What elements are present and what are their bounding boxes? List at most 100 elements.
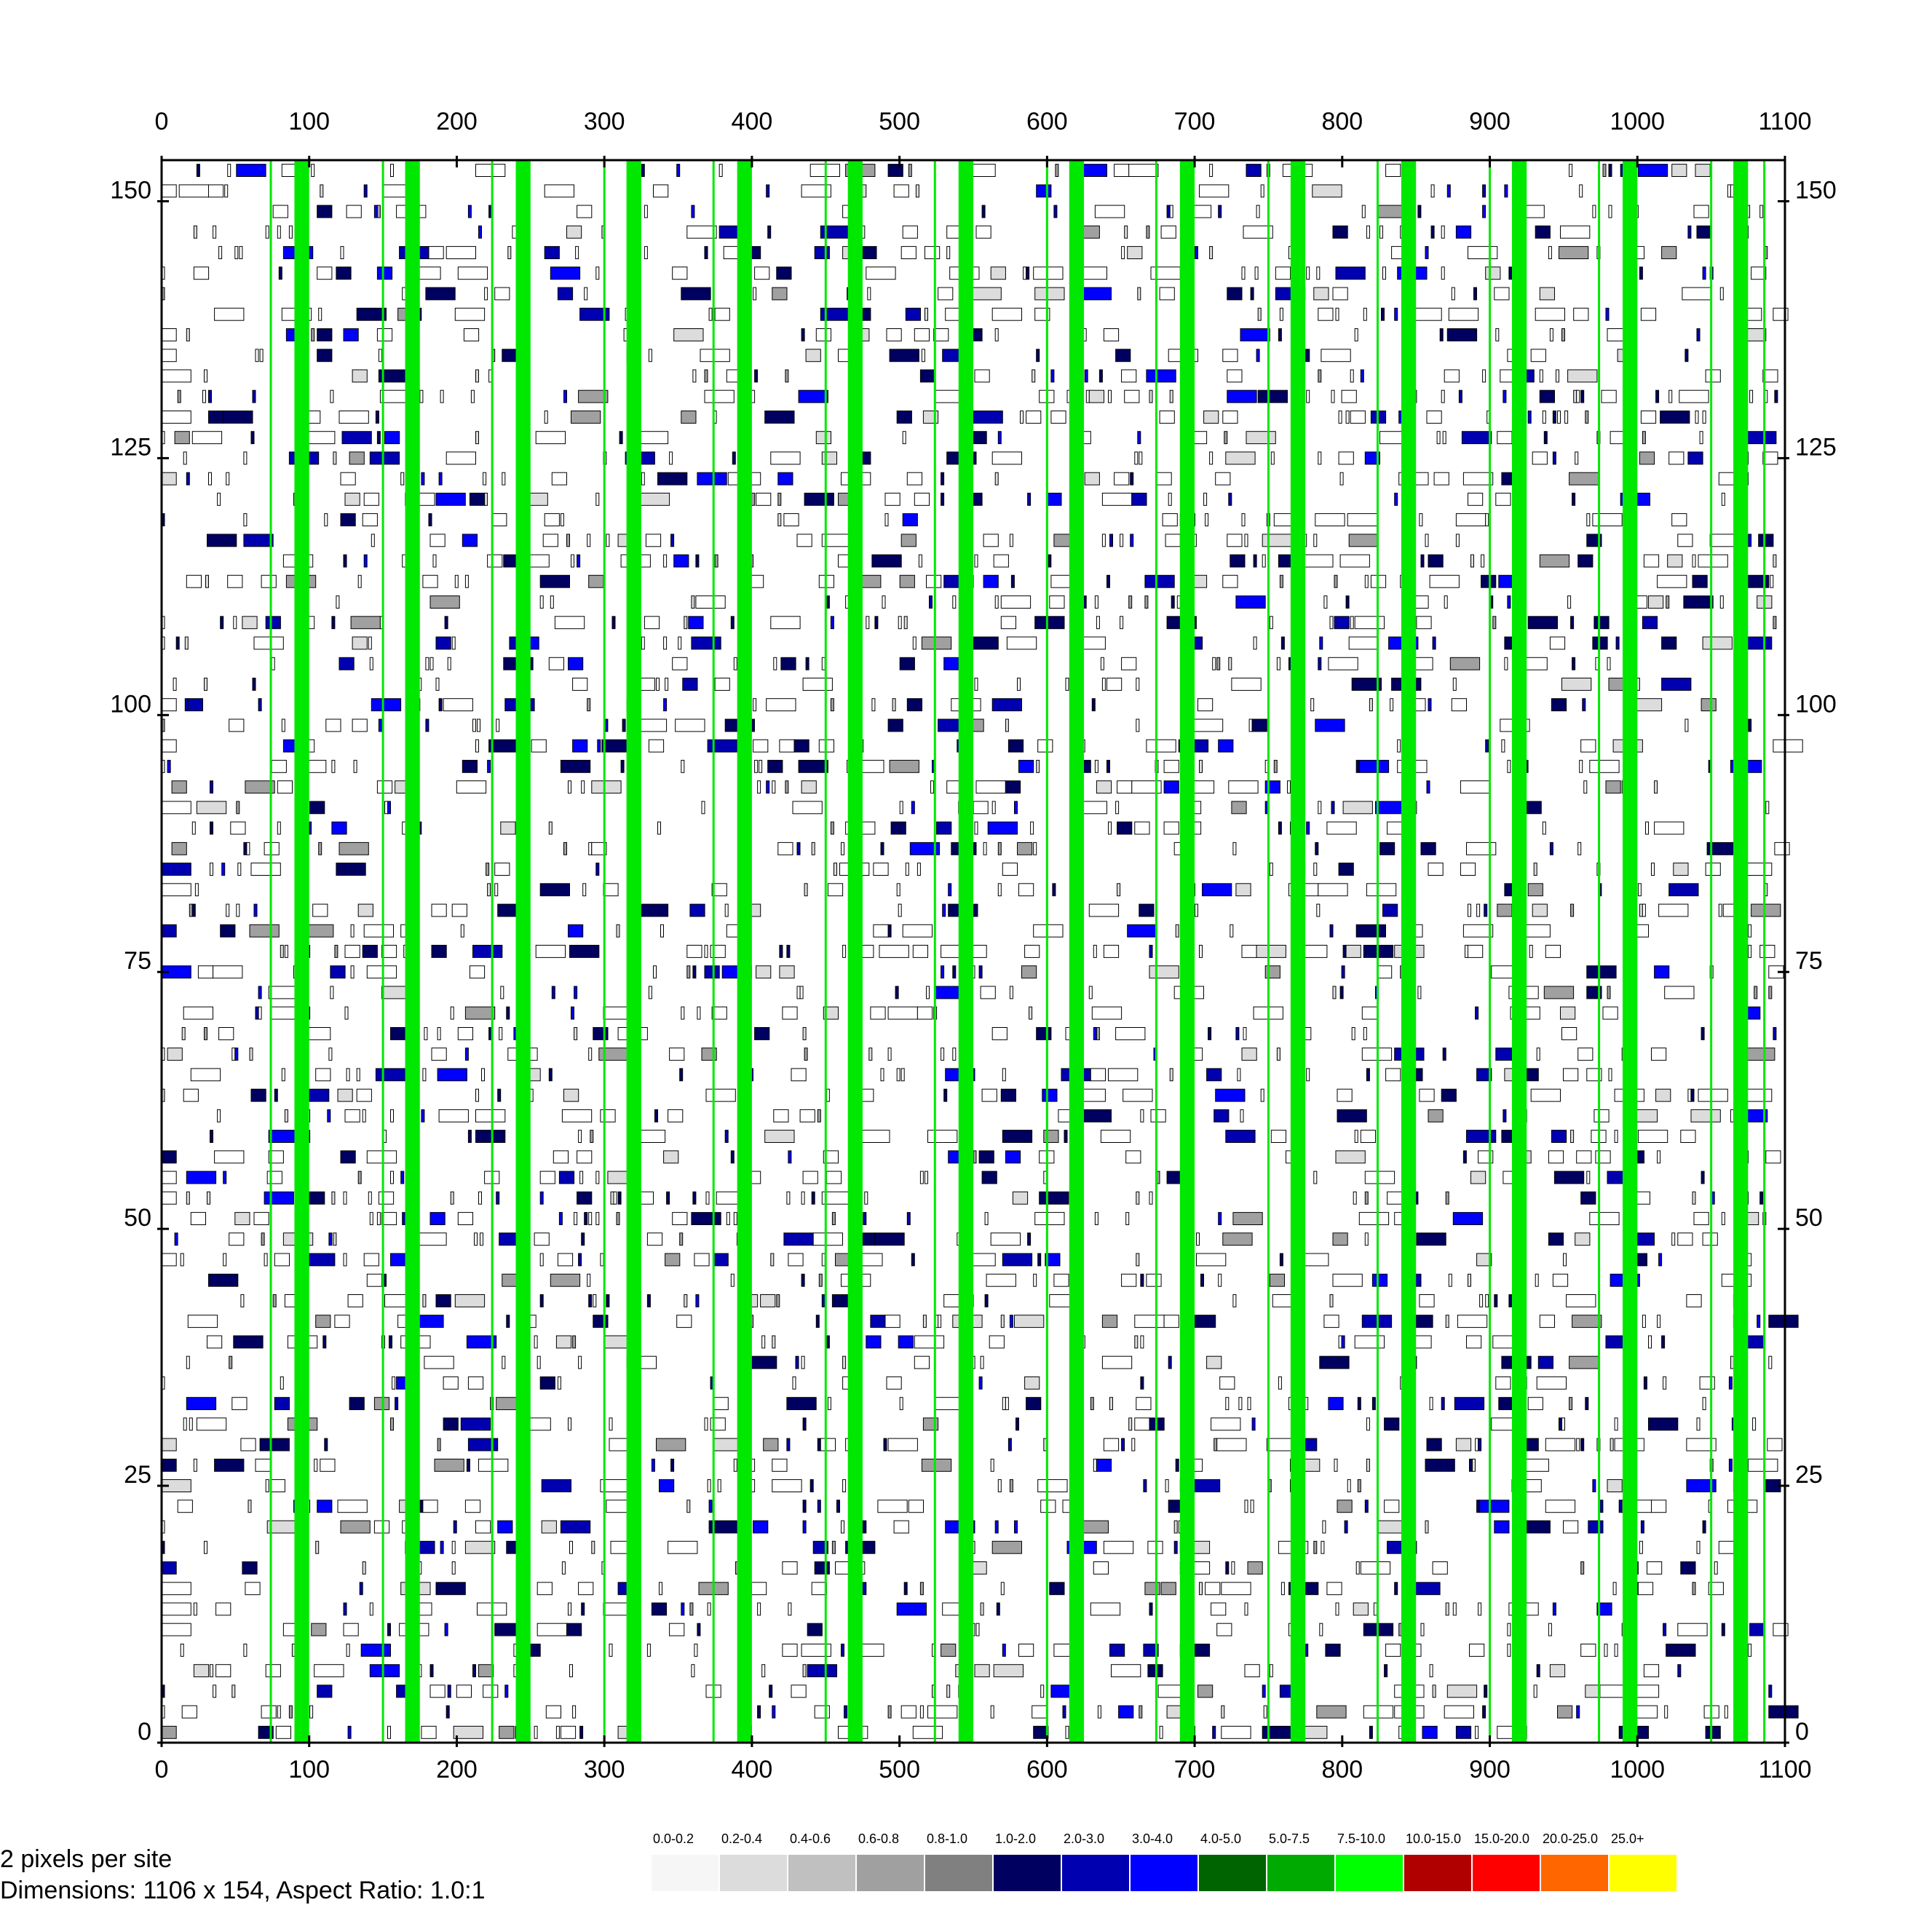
site-cell — [258, 698, 262, 712]
site-cell — [1196, 1232, 1200, 1246]
site-cell — [1247, 1397, 1251, 1411]
site-cell — [1000, 616, 1017, 630]
site-cell — [941, 1644, 957, 1657]
site-cell — [1705, 369, 1721, 383]
site-cell — [1332, 1273, 1363, 1287]
legend-label: 0.4-0.6 — [790, 1831, 831, 1846]
site-cell — [1162, 513, 1178, 526]
site-cell — [1548, 1232, 1564, 1246]
site-cell — [558, 1171, 575, 1184]
site-cell — [554, 616, 585, 630]
site-cell — [1426, 780, 1430, 794]
site-cell — [983, 574, 999, 588]
site-cell — [1748, 1644, 1752, 1657]
site-cell — [1586, 965, 1617, 979]
site-cell — [1263, 1705, 1267, 1719]
site-cell — [991, 307, 1022, 321]
site-cell — [284, 1109, 288, 1122]
site-cell — [1364, 1500, 1369, 1513]
site-cell — [369, 1602, 373, 1616]
site-cell — [1176, 595, 1181, 609]
site-cell — [927, 1130, 958, 1143]
site-cell — [659, 1582, 662, 1596]
site-cell — [429, 657, 434, 670]
site-cell — [193, 1602, 197, 1616]
site-cell — [305, 1253, 336, 1267]
site-cell — [641, 164, 645, 178]
site-cell — [431, 1047, 447, 1061]
legend-label: 4.0-5.0 — [1200, 1831, 1241, 1846]
site-cell — [1037, 1479, 1068, 1492]
site-cell — [1214, 1438, 1218, 1451]
site-cell — [1196, 1253, 1227, 1267]
site-cell — [1696, 328, 1701, 341]
site-cell — [1730, 1109, 1734, 1122]
site-cell — [836, 1500, 840, 1513]
site-cell — [842, 1479, 847, 1492]
site-cell — [936, 821, 952, 835]
site-cell — [1017, 678, 1021, 691]
site-cell — [880, 1068, 884, 1082]
site-cell — [171, 841, 187, 855]
site-cell — [1384, 1664, 1388, 1678]
site-cell — [1238, 1397, 1243, 1411]
site-cell — [1429, 1664, 1433, 1678]
site-cell — [1560, 225, 1591, 239]
site-cell — [1441, 1397, 1445, 1411]
site-cell — [487, 759, 491, 773]
site-cell — [1604, 1644, 1608, 1657]
site-cell — [1350, 369, 1354, 383]
site-cell — [1605, 780, 1621, 794]
site-cell — [1009, 986, 1013, 999]
site-cell — [369, 451, 400, 465]
site-cell — [1699, 1376, 1715, 1390]
site-cell — [1326, 1582, 1342, 1596]
site-cell — [1774, 389, 1778, 403]
site-cell — [879, 945, 909, 958]
site-cell — [1166, 1171, 1182, 1184]
site-cell — [469, 492, 486, 506]
site-cell — [673, 554, 689, 568]
site-cell — [890, 821, 906, 835]
site-cell — [196, 801, 227, 815]
site-cell — [1446, 184, 1451, 198]
site-cell — [1049, 595, 1065, 609]
site-cell — [1377, 965, 1393, 979]
site-cell — [1482, 369, 1486, 383]
site-cell — [1773, 1027, 1777, 1040]
site-cell — [759, 759, 763, 773]
site-cell — [1572, 657, 1576, 670]
site-cell — [1539, 1315, 1556, 1328]
site-cell — [1085, 389, 1090, 403]
site-cell — [1097, 1705, 1101, 1719]
legend-label: 0.2-0.4 — [721, 1831, 762, 1846]
x-tick-label-bottom: 100 — [288, 1756, 330, 1783]
site-cell — [1000, 1315, 1005, 1328]
site-cell — [375, 411, 379, 424]
site-cell — [175, 636, 180, 650]
site-cell — [1557, 1705, 1573, 1719]
y-tick-label-right: 50 — [1795, 1204, 1823, 1232]
y-tick-label-right: 100 — [1795, 690, 1837, 718]
site-cell — [1131, 780, 1162, 794]
site-cell — [189, 903, 193, 917]
site-cell — [1134, 1417, 1150, 1431]
site-cell — [1654, 780, 1658, 794]
site-cell — [551, 986, 555, 999]
site-cell — [1128, 595, 1133, 609]
site-cell — [1228, 780, 1259, 794]
site-cell — [1640, 411, 1657, 424]
site-cell — [1468, 1273, 1471, 1287]
site-cell — [1316, 1705, 1347, 1719]
site-cell — [1012, 1191, 1029, 1205]
site-cell — [1593, 616, 1610, 630]
site-cell — [663, 1150, 679, 1164]
site-cell — [889, 349, 919, 363]
site-cell — [733, 1212, 737, 1225]
site-cell — [376, 266, 393, 280]
site-cell — [1140, 1376, 1144, 1390]
site-cell — [1318, 451, 1322, 465]
site-cell — [1654, 965, 1670, 979]
site-cell — [1727, 184, 1731, 198]
site-cell — [733, 1458, 737, 1472]
